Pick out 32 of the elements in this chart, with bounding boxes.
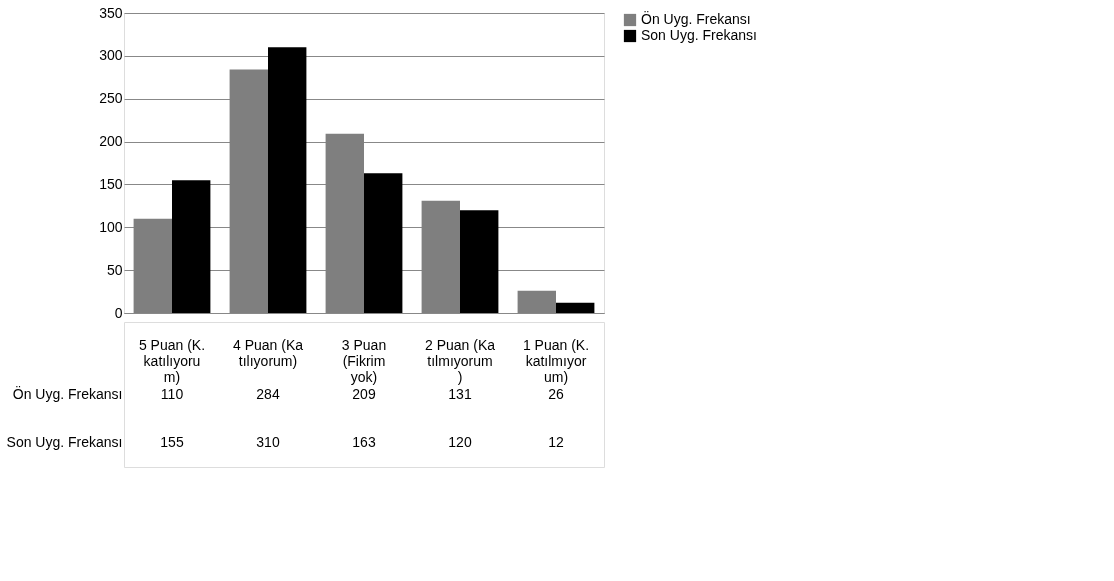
data-label: 163 [352,433,376,450]
bar [556,302,595,313]
data-label: 120 [448,433,472,450]
text: Ön Uyg. Frekansı [12,386,123,402]
y-tick-label: 350 [99,4,123,21]
x-tick-label: 4 Puan (Katılıyorum) [232,337,304,370]
bar [364,173,403,313]
y-tick-label: 50 [106,261,123,278]
text: Son Uyg. Frekansı [6,434,123,451]
y-tick-label: 150 [99,175,123,192]
x-tick-label: 3 Puan (Fikrim yok) [341,337,387,386]
y-tick-label: 100 [99,218,123,235]
data-label: 209 [352,385,376,402]
y-tick-label: 300 [99,47,123,64]
data-label: 131 [448,385,472,402]
y-tick-label: 250 [99,90,123,107]
x-tick-label: 1 Puan (K.katılmıyorum) [522,337,590,386]
data-label: 310 [256,433,280,450]
legend-label: Son Uyg. Frekansı [641,27,757,43]
data-label: 110 [160,385,184,402]
legend-label: Ön Uyg. Frekansı [641,10,751,27]
data-label: 284 [256,385,280,402]
bar [268,47,307,313]
x-tick-label: 2 Puan (Katılmıyorum) [424,337,496,386]
bar [460,210,499,313]
bar [172,180,211,313]
data-label: 26 [548,385,564,402]
data-label: 12 [548,433,564,450]
x-tick-label: 5 Puan (K.katılıyorum) [138,337,206,386]
y-tick-label: 0 [114,304,123,321]
y-tick-label: 200 [99,133,123,150]
data-label: 155 [160,433,184,450]
